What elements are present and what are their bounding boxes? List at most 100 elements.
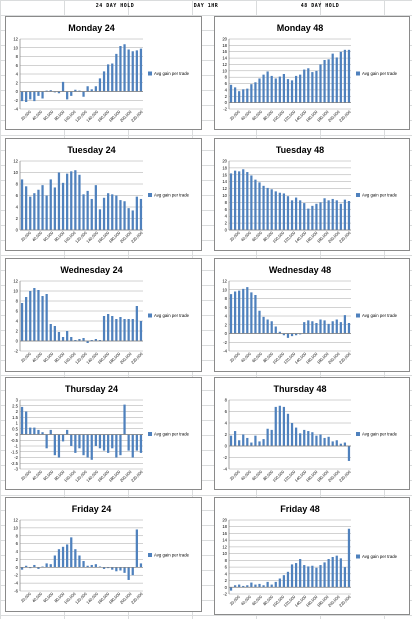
bar bbox=[139, 563, 143, 568]
bar bbox=[131, 210, 134, 230]
bar bbox=[111, 316, 114, 341]
x-tick-label: 60,000 bbox=[251, 230, 264, 243]
chart-title: Monday 24 bbox=[68, 23, 115, 33]
y-tick-label: 12 bbox=[222, 62, 227, 67]
bar bbox=[82, 338, 85, 341]
bar bbox=[29, 427, 32, 435]
bar bbox=[343, 315, 347, 334]
bar bbox=[94, 86, 97, 92]
bar bbox=[246, 172, 249, 230]
y-tick-label: -3 bbox=[14, 467, 18, 472]
bar bbox=[135, 50, 138, 92]
y-tick-label: 2 bbox=[225, 94, 228, 99]
bar bbox=[115, 567, 118, 572]
bar bbox=[335, 555, 338, 588]
bar bbox=[135, 434, 138, 451]
bar bbox=[111, 63, 114, 92]
bar bbox=[294, 333, 298, 336]
bar bbox=[290, 423, 294, 446]
x-tick-label: 40,000 bbox=[240, 230, 253, 243]
y-tick-label: 4 bbox=[225, 314, 228, 319]
chart-thursday-48: Thursday 48 -4 -2 0 2 4 6 8 20,000 40,000 60,000 80… bbox=[214, 377, 410, 490]
bar bbox=[37, 429, 40, 435]
bar bbox=[90, 340, 93, 341]
bar bbox=[66, 429, 69, 435]
y-tick-label: 2 bbox=[225, 432, 228, 437]
y-tick-label: 10 bbox=[222, 287, 227, 292]
bar bbox=[323, 562, 326, 588]
y-tick-label: 1 bbox=[16, 421, 19, 426]
bar bbox=[233, 431, 237, 446]
y-tick-label: 6 bbox=[225, 305, 228, 310]
y-tick-label: 6 bbox=[225, 409, 228, 414]
y-tick-label: -2 bbox=[223, 592, 227, 597]
legend-label: Avg gain per trade bbox=[362, 432, 398, 437]
bar bbox=[41, 91, 44, 99]
y-tick-label: 4 bbox=[16, 205, 19, 210]
y-tick-label: -2 bbox=[14, 349, 18, 354]
bar bbox=[233, 291, 237, 334]
bar bbox=[254, 584, 257, 588]
bar bbox=[258, 310, 261, 334]
bar bbox=[86, 434, 89, 458]
bar bbox=[242, 585, 245, 588]
bar bbox=[286, 196, 290, 230]
bar bbox=[347, 446, 351, 461]
y-tick-label: 8 bbox=[16, 54, 19, 59]
y-tick-label: 8 bbox=[225, 558, 228, 563]
bar bbox=[250, 84, 253, 103]
bar bbox=[290, 200, 294, 230]
legend-label: Avg gain per trade bbox=[154, 193, 190, 198]
bar bbox=[74, 434, 77, 453]
bar bbox=[70, 91, 73, 96]
y-tick-label: 4 bbox=[225, 421, 228, 426]
bar bbox=[347, 323, 351, 334]
bar bbox=[286, 333, 290, 338]
bar bbox=[20, 406, 24, 435]
bar bbox=[246, 437, 249, 446]
bar bbox=[270, 584, 273, 588]
bar bbox=[102, 197, 106, 230]
bar bbox=[270, 189, 273, 230]
x-tick-label: 60,000 bbox=[251, 351, 264, 364]
x-tick-label: 220,000 bbox=[338, 230, 352, 244]
header-48-day-hold: 48 DAY HOLD bbox=[300, 3, 340, 9]
bar bbox=[254, 82, 257, 103]
bar bbox=[242, 169, 245, 230]
chart-title: Tuesday 24 bbox=[67, 145, 115, 155]
bar bbox=[74, 89, 77, 92]
bar bbox=[274, 406, 277, 446]
y-tick-label: 6 bbox=[16, 541, 19, 546]
bar bbox=[319, 565, 322, 588]
bar bbox=[262, 74, 265, 103]
bar bbox=[335, 319, 338, 334]
bar bbox=[266, 71, 269, 103]
bar bbox=[294, 427, 298, 446]
bar bbox=[139, 48, 143, 92]
chart-title: Thursday 24 bbox=[65, 384, 118, 394]
bar bbox=[274, 78, 277, 103]
bar bbox=[303, 69, 306, 103]
bar bbox=[299, 333, 302, 335]
y-tick-label: 4 bbox=[16, 549, 19, 554]
bar bbox=[111, 434, 114, 449]
y-tick-label: 10 bbox=[13, 525, 18, 530]
bar bbox=[61, 434, 65, 442]
bar bbox=[57, 332, 61, 341]
legend-label: Avg gain per trade bbox=[154, 432, 190, 437]
bar bbox=[74, 170, 77, 230]
bar bbox=[246, 585, 249, 588]
bar bbox=[282, 74, 286, 103]
x-tick-label: 20,000 bbox=[229, 230, 242, 243]
x-tick-label: 220,000 bbox=[338, 469, 352, 483]
y-tick-label: 14 bbox=[222, 56, 227, 61]
bar bbox=[119, 434, 122, 456]
bar bbox=[139, 198, 143, 230]
bar bbox=[335, 200, 338, 230]
bar bbox=[331, 441, 334, 446]
bar bbox=[53, 555, 56, 568]
bar bbox=[331, 321, 334, 334]
bar bbox=[37, 290, 40, 341]
bar bbox=[254, 435, 257, 446]
bar bbox=[61, 337, 65, 341]
